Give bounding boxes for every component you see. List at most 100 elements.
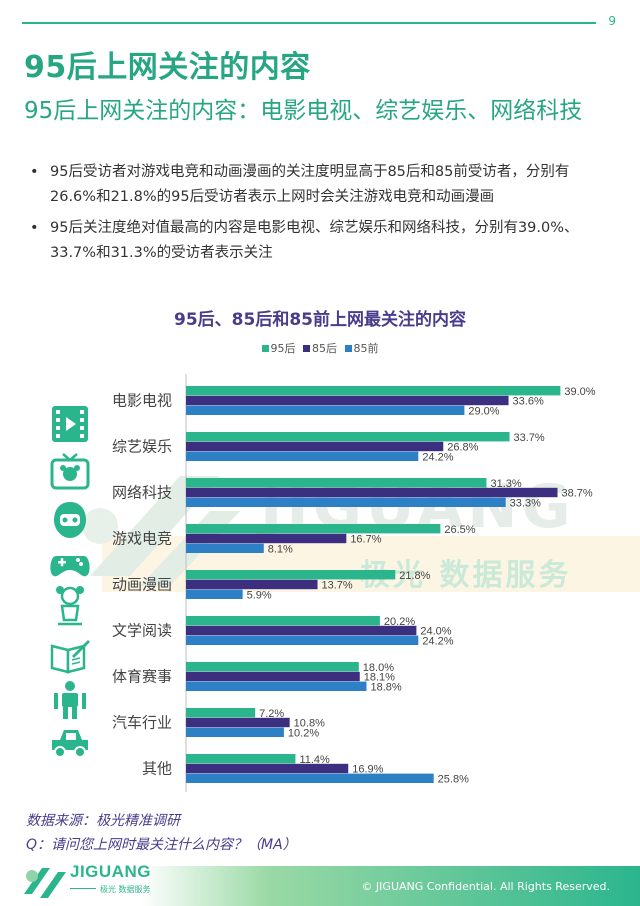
bar-95后 <box>186 616 380 626</box>
legend-label: 85后 <box>312 342 337 355</box>
legend-swatch <box>303 345 310 352</box>
data-label: 16.7% <box>350 534 381 546</box>
data-label: 24.0% <box>420 626 451 638</box>
data-label: 13.7% <box>322 580 353 592</box>
category-label: 其他 <box>142 760 172 778</box>
athlete-icon <box>54 681 86 719</box>
copyright-notice: © JIGUANG Confidential. All Rights Reser… <box>361 880 610 893</box>
bullet-list: • 95后受访者对游戏电竞和动画漫画的关注度明显高于85后和85前受访者，分别有… <box>30 160 615 272</box>
data-label: 20.2% <box>384 616 415 628</box>
legend-label: 85前 <box>353 342 379 355</box>
legend-swatch <box>344 345 352 352</box>
survey-question-note: Q：请问您上网时最关注什么内容？（MA） <box>26 837 297 853</box>
data-label: 8.1% <box>268 544 293 556</box>
robot-icon <box>54 502 86 538</box>
bar-85前 <box>186 773 434 783</box>
chart-title: 95后、85后和85前上网最关注的内容 <box>174 310 466 330</box>
bar-85后 <box>186 625 417 636</box>
bar-85后 <box>186 441 444 452</box>
page-title: 95后上网关注的内容 <box>24 50 311 85</box>
bar-95后 <box>186 708 256 718</box>
data-label: 24.2% <box>422 452 453 464</box>
bullet-dot: • <box>30 220 39 236</box>
bar-85后 <box>186 763 349 774</box>
category-label: 体育赛事 <box>112 668 172 686</box>
data-label: 18.0% <box>363 662 394 674</box>
bullet-item: • 95后关注度绝对值最高的内容是电影电视、综艺娱乐和网络科技，分别有39.0%… <box>30 216 615 266</box>
bar-95后 <box>186 432 510 442</box>
data-label: 7.2% <box>259 708 284 720</box>
bar-85后 <box>186 579 318 590</box>
legend-item: 85后 <box>303 340 337 356</box>
data-label: 33.7% <box>514 432 545 444</box>
data-label: 16.9% <box>352 764 383 776</box>
bar-85前 <box>186 589 243 599</box>
data-label: 10.8% <box>294 718 325 730</box>
page-subtitle: 95后上网关注的内容：电影电视、综艺娱乐、网络科技 <box>24 98 583 124</box>
footer-logo-text: JIGUANG <box>70 862 151 881</box>
data-label: 39.0% <box>564 386 595 398</box>
bar-85后 <box>186 533 347 544</box>
bar-85前 <box>186 451 419 461</box>
legend-swatch <box>261 345 269 352</box>
bar-95后 <box>186 662 359 672</box>
bar-85后 <box>186 395 509 406</box>
bullet-text: 95后受访者对游戏电竞和动画漫画的关注度明显高于85后和85前受访者，分别有26… <box>50 164 570 205</box>
data-label: 24.2% <box>422 636 453 648</box>
book-pen-icon <box>50 640 90 674</box>
car-icon <box>52 730 88 758</box>
top-rule <box>22 22 596 24</box>
tv-icon <box>50 453 90 490</box>
data-label: 33.6% <box>513 396 544 408</box>
bar-95后 <box>186 478 487 488</box>
legend-label: 95后 <box>270 342 296 355</box>
data-label: 10.2% <box>288 728 319 740</box>
cartoon-character-icon <box>56 586 84 626</box>
category-label: 文学阅读 <box>112 622 172 640</box>
bar-85前 <box>186 497 506 507</box>
data-label: 38.7% <box>562 488 593 500</box>
legend-item: 85前 <box>344 340 379 356</box>
data-label: 33.3% <box>510 498 541 510</box>
bar-chart: 电影电视 39.0%33.6%29.0%综艺娱乐 33.7%26.8%24.2%网络… <box>112 374 596 792</box>
data-label: 21.8% <box>399 570 430 582</box>
category-label: 动画漫画 <box>112 576 172 594</box>
data-label: 26.5% <box>444 524 475 536</box>
film-icon <box>52 406 88 442</box>
data-label: 25.8% <box>438 774 469 786</box>
legend-item: 95后 <box>261 340 296 356</box>
bar-85前 <box>186 727 284 737</box>
category-label: 汽车行业 <box>112 714 172 732</box>
category-label: 综艺娱乐 <box>112 438 172 456</box>
data-source-note: 数据来源：极光精准调研 <box>26 813 180 829</box>
bar-85后 <box>186 671 360 682</box>
bullet-text: 95后关注度绝对值最高的内容是电影电视、综艺娱乐和网络科技，分别有39.0%、3… <box>50 220 579 261</box>
footer-band <box>0 866 640 906</box>
data-label: 31.3% <box>490 478 521 490</box>
bar-85前 <box>186 635 419 645</box>
bar-85后 <box>186 487 558 498</box>
category-label: 电影电视 <box>112 392 172 410</box>
bar-95后 <box>186 386 561 396</box>
bar-95后 <box>186 570 396 580</box>
bar-95后 <box>186 524 441 534</box>
footer-logo-rule <box>70 888 96 889</box>
page-number: 9 <box>608 14 616 28</box>
data-label: 5.9% <box>247 590 272 602</box>
jiguang-logo-icon <box>24 868 66 898</box>
data-label: 29.0% <box>468 406 499 418</box>
data-label: 18.1% <box>364 672 395 684</box>
bar-85前 <box>186 405 465 415</box>
chart-legend: 95后 85后 85前 <box>0 340 640 356</box>
category-label: 游戏电竞 <box>112 530 172 548</box>
bar-85前 <box>186 681 367 691</box>
data-label: 11.4% <box>299 754 330 766</box>
bullet-dot: • <box>30 164 39 180</box>
category-label: 网络科技 <box>112 484 172 502</box>
footer-logo-tagline: 极光 数据服务 <box>100 885 151 894</box>
bullet-item: • 95后受访者对游戏电竞和动画漫画的关注度明显高于85后和85前受访者，分别有… <box>30 160 615 210</box>
bar-85前 <box>186 543 264 553</box>
bar-95后 <box>186 754 296 764</box>
gamepad-icon <box>50 556 90 577</box>
bar-85后 <box>186 717 290 728</box>
